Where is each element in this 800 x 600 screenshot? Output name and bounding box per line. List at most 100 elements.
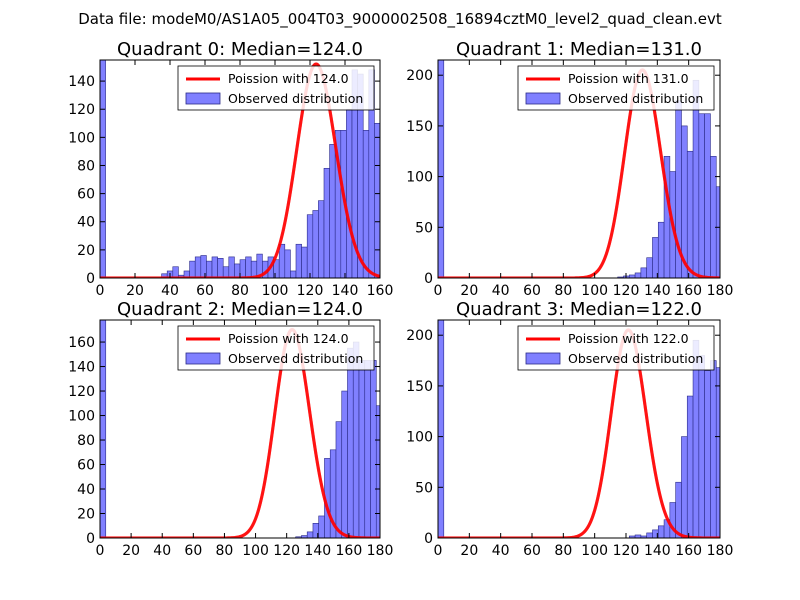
histogram-bar xyxy=(438,60,445,278)
histogram-bar xyxy=(172,266,179,278)
plot-area xyxy=(438,320,720,538)
x-tick-label: 160 xyxy=(675,283,702,299)
x-tick-label: 20 xyxy=(460,543,478,559)
y-tick-label: 100 xyxy=(406,430,433,446)
histogram-bar xyxy=(657,221,665,278)
y-tick-label: 80 xyxy=(77,433,95,449)
histogram-bar xyxy=(200,255,207,278)
histogram-bar xyxy=(715,186,720,278)
chart-title: Quadrant 2: Median=124.0 xyxy=(117,299,363,320)
histogram-bar xyxy=(100,320,107,538)
axes-frame xyxy=(437,319,721,539)
legend-label-observed: Observed distribution xyxy=(568,351,703,366)
histogram-bar xyxy=(646,532,653,538)
x-tick-label: 160 xyxy=(675,543,702,559)
y-tick-label: 100 xyxy=(68,130,95,146)
x-tick-label: 80 xyxy=(216,543,234,559)
poisson-curve xyxy=(100,328,380,538)
histogram-bar xyxy=(347,347,354,538)
x-tick-label: 40 xyxy=(492,283,510,299)
figure-suptitle: Data file: modeM0/AS1A05_004T03_90000025… xyxy=(78,10,722,29)
x-tick-label: 20 xyxy=(122,543,140,559)
histogram-bar xyxy=(217,258,224,278)
legend-label-poisson: Poission with 122.0 xyxy=(568,331,689,346)
legend-label-poisson: Poission with 131.0 xyxy=(568,71,689,86)
quadrant-1-chart: Quadrant 1: Median=131.00 20 40 60 80 100 120 1… xyxy=(406,39,734,299)
x-tick-label: 140 xyxy=(644,283,671,299)
legend: Poission with 131.0 Observed distribution xyxy=(517,65,715,111)
chart-title: Quadrant 0: Median=124.0 xyxy=(117,39,363,60)
histogram-bar xyxy=(346,108,353,278)
histogram-bar xyxy=(211,256,218,278)
histogram-bar xyxy=(364,360,371,538)
histogram-bar xyxy=(234,263,241,278)
x-tick-label: 60 xyxy=(523,283,541,299)
x-tick-label: 40 xyxy=(161,283,179,299)
histogram-bar xyxy=(704,113,711,278)
x-tick-label: 140 xyxy=(304,543,331,559)
histogram-bar xyxy=(652,237,659,278)
histogram-bar xyxy=(710,360,717,538)
histogram-bar xyxy=(352,341,360,538)
legend: Poission with 122.0 Observed distribution xyxy=(517,325,715,371)
histogram-bar xyxy=(375,405,380,538)
histogram-bar xyxy=(715,367,720,538)
histogram-bar xyxy=(640,267,647,278)
histogram-bar xyxy=(295,243,302,278)
y-tick-label: 50 xyxy=(415,480,433,496)
x-tick-label: 60 xyxy=(523,543,541,559)
histogram-bar xyxy=(228,256,235,278)
histogram-bar xyxy=(710,156,717,278)
y-tick-label: 0 xyxy=(86,531,95,547)
histogram-bar xyxy=(675,481,682,538)
y-tick-label: 100 xyxy=(68,409,95,425)
legend-label-observed: Observed distribution xyxy=(228,91,363,106)
histogram-bar xyxy=(362,130,370,278)
x-tick-label: 20 xyxy=(126,283,144,299)
y-tick-label: 150 xyxy=(406,119,433,135)
poisson-curve xyxy=(438,328,720,538)
x-tick-label: 100 xyxy=(581,543,608,559)
histogram-bar xyxy=(189,260,196,278)
x-tick-label: 60 xyxy=(184,543,202,559)
x-tick-label: 180 xyxy=(707,283,734,299)
histogram-bar xyxy=(374,122,380,278)
histogram-bar xyxy=(646,257,653,278)
histogram-bar xyxy=(306,214,314,278)
quadrant-3-chart: Quadrant 3: Median=122.0 0 20 40 60 80 100 120 1… xyxy=(406,299,733,559)
x-tick-label: 100 xyxy=(581,283,608,299)
y-tick-label: 200 xyxy=(406,328,433,344)
y-tick-label: 60 xyxy=(77,458,95,474)
subplot-grid: Quadrant 0: Median=124.0 0 20 40 60 80 100 120 1… xyxy=(68,39,734,559)
x-tick-label: 40 xyxy=(492,543,510,559)
x-tick-label: 120 xyxy=(613,543,640,559)
y-tick-label: 120 xyxy=(68,102,95,118)
histogram-bar xyxy=(306,531,314,538)
y-tick-label: 0 xyxy=(424,271,433,287)
histogram-bar xyxy=(206,260,213,278)
legend-label-observed: Observed distribution xyxy=(228,351,363,366)
histogram-bar xyxy=(239,259,246,278)
y-tick-label: 140 xyxy=(68,74,95,90)
x-tick-label: 80 xyxy=(554,543,572,559)
histogram-bar xyxy=(222,266,230,278)
quadrant-2-chart: Quadrant 2: Median=124.00 20 40 60 80 100 120 1… xyxy=(68,299,393,559)
legend-bar-swatch xyxy=(525,92,561,105)
histogram-bar xyxy=(698,113,705,278)
legend-label-observed: Observed distribution xyxy=(568,91,703,106)
histogram-bar xyxy=(278,243,286,278)
histogram-bar xyxy=(686,150,694,278)
chart-title: Quadrant 3: Median=122.0 xyxy=(456,299,702,320)
x-tick-label: 80 xyxy=(231,283,249,299)
y-tick-label: 0 xyxy=(424,531,433,547)
histogram-bar xyxy=(318,515,325,538)
histogram-bar xyxy=(194,256,202,278)
histogram-bar xyxy=(634,272,642,278)
x-tick-label: 160 xyxy=(336,543,363,559)
y-tick-label: 0 xyxy=(86,271,95,287)
histogram-bar xyxy=(358,360,366,538)
x-tick-label: 100 xyxy=(262,283,289,299)
y-tick-label: 40 xyxy=(77,215,95,231)
legend-bar-swatch xyxy=(185,352,221,365)
